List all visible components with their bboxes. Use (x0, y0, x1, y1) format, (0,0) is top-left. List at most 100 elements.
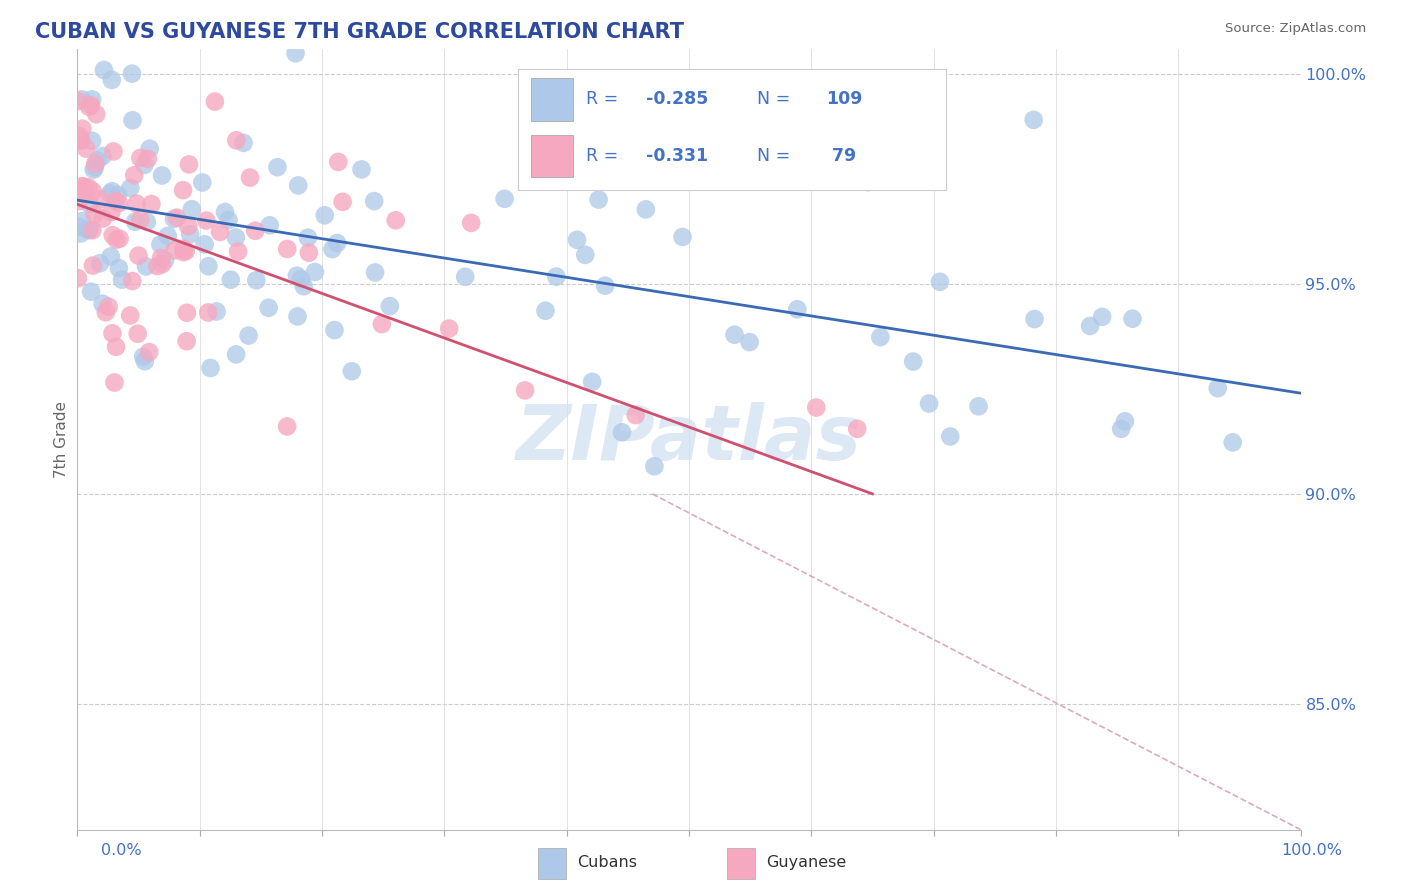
Point (153, 252, 176, 267)
Point (101, 228, 124, 243)
Point (82, 184, 104, 198)
Point (75, 185, 97, 199)
Point (332, 194, 354, 209)
Point (83, 207, 105, 221)
Point (671, 230, 693, 244)
Point (437, 321, 460, 335)
Point (285, 268, 308, 283)
Point (326, 235, 349, 250)
Point (574, 248, 596, 262)
Point (259, 219, 281, 233)
Point (806, 401, 828, 415)
Point (146, 259, 169, 273)
Point (150, 169, 173, 183)
Point (138, 142, 160, 156)
Point (513, 384, 536, 398)
Point (163, 244, 186, 258)
Point (197, 305, 219, 319)
Point (321, 242, 343, 256)
Point (578, 153, 600, 168)
Point (101, 326, 124, 341)
Point (104, 194, 127, 208)
Y-axis label: 7th Grade: 7th Grade (53, 401, 69, 478)
Point (378, 299, 401, 313)
Point (176, 306, 198, 320)
Point (82, 259, 104, 273)
Point (121, 67, 143, 81)
Point (107, 188, 129, 202)
Point (67, 129, 90, 144)
Point (108, 261, 131, 276)
Point (340, 364, 363, 378)
Point (298, 245, 321, 260)
Point (371, 317, 394, 331)
Point (66, 94, 89, 108)
Point (129, 151, 152, 165)
Point (939, 429, 962, 443)
Point (73, 179, 96, 194)
Point (163, 211, 186, 226)
Point (292, 279, 315, 293)
Point (284, 46, 307, 61)
Point (129, 212, 152, 227)
FancyBboxPatch shape (727, 847, 755, 880)
Point (103, 376, 125, 390)
Point (1109, 422, 1132, 436)
Point (125, 196, 148, 211)
Point (120, 181, 142, 195)
Point (624, 408, 647, 422)
Point (91, 149, 114, 163)
Point (723, 327, 745, 342)
Point (323, 323, 346, 337)
Point (180, 202, 202, 217)
Point (150, 257, 173, 271)
Point (66, 271, 89, 285)
Point (454, 269, 477, 284)
FancyBboxPatch shape (538, 847, 565, 880)
Point (588, 193, 610, 207)
Point (136, 152, 159, 166)
Point (581, 375, 603, 389)
Point (120, 309, 142, 323)
Point (1022, 112, 1045, 127)
Point (135, 215, 157, 229)
Text: ZIPatlas: ZIPatlas (516, 402, 862, 476)
Point (108, 232, 131, 246)
Point (84, 107, 107, 121)
Point (1078, 318, 1101, 333)
Point (98, 186, 121, 201)
Point (225, 133, 247, 147)
Point (82, 223, 104, 237)
Point (70, 179, 93, 194)
Point (79, 223, 101, 237)
Point (350, 162, 373, 177)
Point (219, 273, 242, 287)
Point (138, 345, 160, 359)
Point (135, 260, 157, 274)
Point (70, 133, 93, 147)
Point (846, 422, 869, 436)
Point (1222, 435, 1244, 450)
Point (172, 183, 194, 197)
Point (72, 121, 94, 136)
Point (105, 340, 128, 354)
Point (177, 157, 200, 171)
Point (205, 304, 228, 318)
Point (1091, 310, 1114, 324)
Point (83, 162, 105, 177)
Point (384, 213, 406, 227)
Point (494, 192, 516, 206)
Point (156, 229, 179, 244)
Point (77, 223, 100, 237)
Point (1114, 414, 1136, 428)
Point (134, 354, 156, 368)
Text: CUBAN VS GUYANESE 7TH GRADE CORRELATION CHART: CUBAN VS GUYANESE 7TH GRADE CORRELATION … (35, 22, 685, 42)
Point (122, 168, 145, 182)
Point (89, 256, 111, 270)
Point (546, 269, 568, 284)
Point (257, 301, 280, 315)
Point (128, 249, 150, 263)
Point (245, 273, 267, 287)
Point (901, 354, 924, 368)
Point (869, 330, 891, 344)
